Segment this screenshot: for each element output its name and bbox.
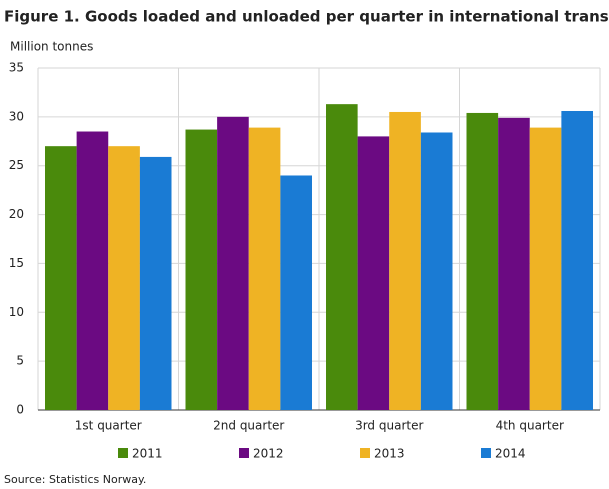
legend-label: 2011	[132, 447, 163, 461]
y-tick-label: 35	[9, 61, 24, 75]
bar	[420, 132, 453, 410]
legend-swatch	[481, 448, 491, 458]
y-tick-label: 15	[9, 256, 24, 270]
y-tick-label: 30	[9, 109, 24, 123]
y-tick-label: 0	[16, 403, 24, 417]
legend-label: 2014	[495, 447, 526, 461]
chart-title: Figure 1. Goods loaded and unloaded per …	[4, 8, 609, 26]
bar	[561, 110, 593, 410]
legend-swatch	[360, 448, 370, 458]
bar	[529, 127, 562, 410]
legend-swatch	[118, 448, 128, 458]
legend-swatch	[239, 448, 249, 458]
bar	[389, 111, 421, 410]
y-tick-label: 5	[16, 354, 24, 368]
y-tick-label: 25	[9, 158, 24, 172]
legend-label: 2012	[253, 447, 284, 461]
x-tick-label: 1st quarter	[75, 419, 142, 433]
bar	[248, 127, 281, 410]
bar	[280, 175, 312, 410]
bar	[498, 117, 530, 410]
x-tick-label: 4th quarter	[496, 419, 564, 433]
x-tick-label: 2nd quarter	[213, 419, 284, 433]
bar	[217, 116, 249, 410]
bar	[45, 146, 77, 410]
y-axis-label: Million tonnes	[10, 40, 93, 54]
bar	[326, 104, 358, 410]
source: Source: Statistics Norway.	[4, 473, 146, 486]
legend-label: 2013	[374, 447, 405, 461]
bar	[466, 112, 499, 410]
x-tick-label: 3rd quarter	[355, 419, 423, 433]
bar	[108, 146, 140, 410]
y-tick-label: 20	[9, 207, 24, 221]
y-tick-label: 10	[9, 305, 24, 319]
bar	[76, 131, 109, 410]
bar	[139, 156, 172, 410]
bar	[357, 136, 390, 410]
bar	[185, 129, 218, 410]
